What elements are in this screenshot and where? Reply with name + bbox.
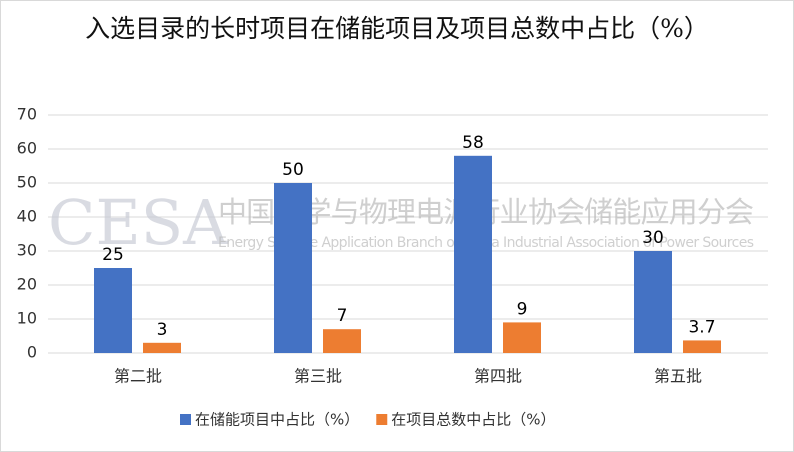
value-label: 9 <box>517 299 528 319</box>
y-tick-label: 60 <box>17 139 37 158</box>
y-tick-label: 10 <box>17 309 37 328</box>
bar <box>323 329 361 353</box>
legend-swatch <box>180 414 191 425</box>
chart-title: 入选目录的长时项目在储能项目及项目总数中占比（%） <box>85 14 709 43</box>
value-label: 58 <box>462 133 484 153</box>
x-tick-label: 第四批 <box>474 367 522 386</box>
bar <box>683 340 721 353</box>
bar <box>94 268 132 353</box>
value-label: 7 <box>337 306 348 326</box>
y-tick-label: 30 <box>17 241 37 260</box>
watermark-logo: CESA <box>48 186 229 259</box>
value-label: 3 <box>157 320 168 340</box>
bar <box>503 322 541 353</box>
bar <box>454 155 492 353</box>
legend-label: 在项目总数中占比（%） <box>391 411 555 429</box>
y-tick-label: 40 <box>17 207 37 226</box>
legend-swatch <box>376 414 388 425</box>
bar <box>143 342 181 353</box>
value-label: 50 <box>282 160 304 180</box>
y-tick-label: 20 <box>17 275 37 294</box>
x-tick-label: 第二批 <box>114 367 162 386</box>
legend-label: 在储能项目中占比（%） <box>195 411 359 429</box>
y-tick-label: 0 <box>27 343 37 362</box>
value-label: 30 <box>642 228 664 248</box>
x-tick-label: 第五批 <box>654 367 702 386</box>
bar <box>274 183 312 353</box>
x-tick-label: 第三批 <box>294 367 342 386</box>
y-tick-label: 50 <box>17 173 37 192</box>
bar <box>634 251 672 353</box>
value-label: 25 <box>102 245 124 265</box>
y-tick-label: 70 <box>17 105 37 124</box>
value-label: 3.7 <box>688 317 715 337</box>
